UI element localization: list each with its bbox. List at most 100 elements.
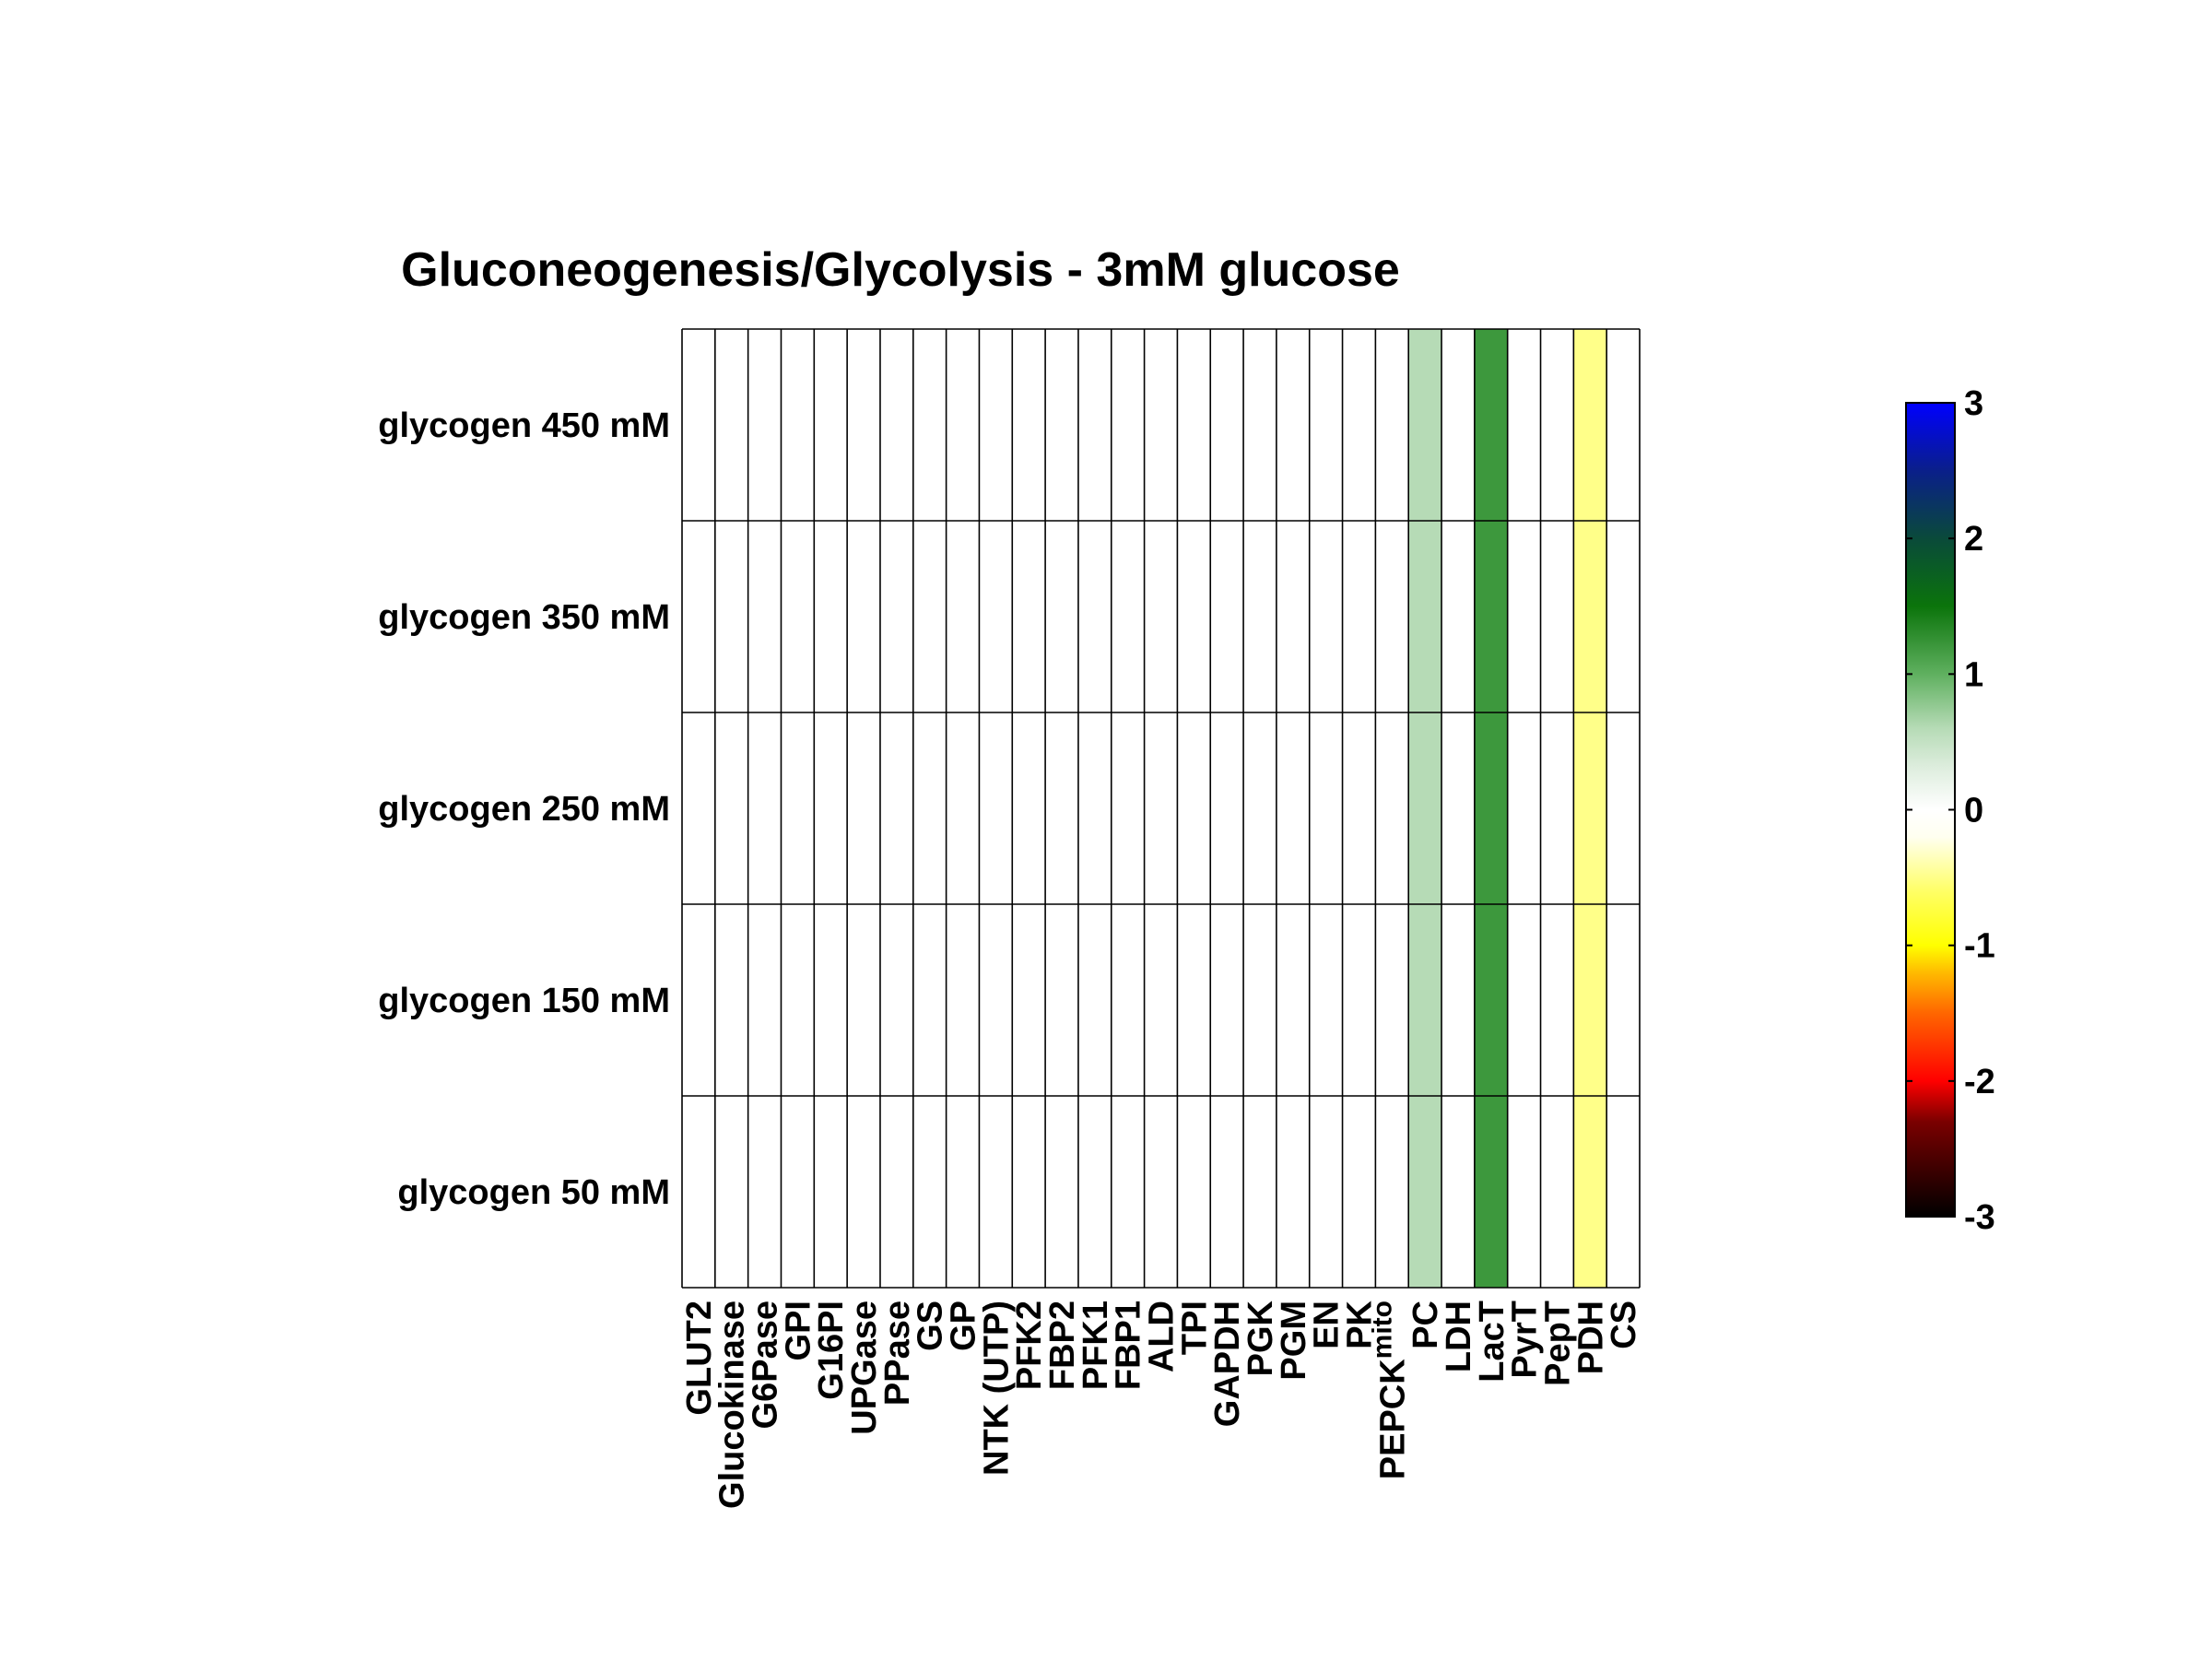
row-labels: glycogen 450 mM glycogen 350 mM glycogen 2…	[378, 406, 670, 1212]
column-labels: GLUT2GlucokinaseG6PaseGPIG16PIUPGasePPas…	[680, 1300, 1643, 1509]
heatmap-cell	[1540, 904, 1574, 1097]
heatmap-cell	[946, 1096, 980, 1289]
heatmap-cell	[747, 329, 782, 522]
column-label: PC	[1406, 1301, 1445, 1349]
heatmap-cell	[1507, 712, 1542, 905]
column-label: G16PI	[812, 1301, 851, 1400]
heatmap-cell	[1111, 521, 1146, 713]
column-label: PK	[1340, 1300, 1379, 1348]
row-label: glycogen 350 mM	[378, 598, 670, 637]
column-label-text: TPI	[1175, 1301, 1214, 1355]
column-label-text: PPase	[878, 1301, 917, 1406]
heatmap-cell	[1111, 904, 1146, 1097]
heatmap-cell	[1408, 904, 1442, 1097]
heatmap-cell	[1309, 521, 1344, 713]
column-label: TPI	[1175, 1301, 1214, 1355]
column-label-text: PEPCKmito	[1367, 1301, 1412, 1479]
heatmap-cell	[1375, 712, 1409, 905]
column-label-text: GAPDH	[1208, 1301, 1247, 1427]
heatmap-cell	[1045, 904, 1079, 1097]
heatmap-cell	[1474, 521, 1509, 713]
column-label: PyrT	[1506, 1301, 1545, 1378]
heatmap-cell	[1077, 712, 1112, 905]
column-label-text: FBP1	[1110, 1301, 1148, 1390]
heatmap-cell	[1573, 1096, 1607, 1289]
column-label: PEPCKmito	[1367, 1301, 1412, 1479]
heatmap-cell	[1309, 904, 1344, 1097]
column-label: PGK	[1241, 1300, 1280, 1376]
column-label-subscript: mito	[1367, 1301, 1397, 1359]
column-label-text: UPGase	[845, 1301, 884, 1435]
heatmap-cell	[1441, 904, 1476, 1097]
heatmap-cell	[1077, 904, 1112, 1097]
heatmap-cell	[912, 1096, 947, 1289]
heatmap-cell	[714, 521, 749, 713]
column-label: CS	[1605, 1301, 1643, 1349]
column-label-text: Glucokinase	[713, 1301, 752, 1509]
column-label: GLUT2	[680, 1301, 719, 1416]
column-label-text: GLUT2	[680, 1301, 719, 1416]
chart-title: Gluconeogenesis/Glycolysis - 3mM glucose	[401, 243, 1400, 297]
heatmap-cell	[1210, 521, 1244, 713]
heatmap-cell	[1276, 329, 1311, 522]
heatmap-cell	[1276, 521, 1311, 713]
column-label: PepT	[1538, 1301, 1577, 1386]
column-label-text: EN	[1308, 1301, 1347, 1349]
column-label-text: PC	[1406, 1301, 1445, 1349]
heatmap-cell	[1012, 904, 1046, 1097]
heatmap-cell	[946, 521, 980, 713]
column-label-text: GPI	[779, 1301, 818, 1360]
column-label-text: ALD	[1143, 1301, 1182, 1372]
heatmap-cell	[879, 1096, 914, 1289]
heatmap-cell	[814, 329, 848, 522]
column-label-text: G6Pase	[747, 1301, 785, 1429]
heatmap-cell	[979, 329, 1013, 522]
heatmap-cell	[1606, 904, 1641, 1097]
column-label-text: LDH	[1440, 1301, 1478, 1372]
column-label: FBP1	[1110, 1301, 1148, 1390]
heatmap-cell	[1540, 712, 1574, 905]
row-label: glycogen 450 mM	[378, 406, 670, 445]
heatmap-cell	[847, 521, 881, 713]
heatmap-cell	[946, 712, 980, 905]
heatmap-cell	[1573, 521, 1607, 713]
heatmap-cell	[1606, 712, 1641, 905]
heatmap-cell	[1144, 521, 1178, 713]
column-label-text: FBP2	[1043, 1301, 1082, 1390]
heatmap-cell	[814, 521, 848, 713]
column-label: ALD	[1143, 1301, 1182, 1372]
heatmap-cell	[1243, 329, 1277, 522]
heatmap-cell	[1045, 1096, 1079, 1289]
colorbar-tick-label: 3	[1964, 384, 1983, 423]
heatmap-cell	[747, 1096, 782, 1289]
colorbar-tick-label: 1	[1964, 655, 1983, 694]
heatmap-cell	[912, 904, 947, 1097]
column-label-text: PepT	[1538, 1301, 1577, 1386]
heatmap-cell	[1573, 712, 1607, 905]
heatmap-cell	[847, 1096, 881, 1289]
column-label: EN	[1308, 1301, 1347, 1349]
column-label: PFK1	[1077, 1301, 1115, 1390]
column-label: LDH	[1440, 1301, 1478, 1372]
heatmap-cell	[814, 1096, 848, 1289]
heatmap-cell	[1210, 1096, 1244, 1289]
heatmap-cell	[1408, 521, 1442, 713]
heatmap-cell	[714, 904, 749, 1097]
row-label: glycogen 150 mM	[378, 982, 670, 1020]
column-label-text: PyrT	[1506, 1301, 1545, 1378]
heatmap-cell	[979, 521, 1013, 713]
heatmap-cell	[1342, 329, 1376, 522]
heatmap-cell	[1144, 712, 1178, 905]
heatmap-cell	[814, 712, 848, 905]
heatmap-cell	[814, 904, 848, 1097]
heatmap-cell	[879, 521, 914, 713]
column-label: PGM	[1275, 1301, 1313, 1381]
colorbar: 3 2 1 0 -1 -2 -3	[1905, 384, 1995, 1237]
heatmap-cell	[1012, 1096, 1046, 1289]
heatmap-cell	[912, 521, 947, 713]
column-label: GAPDH	[1208, 1301, 1247, 1427]
column-label: GPI	[779, 1301, 818, 1360]
heatmap-cell	[1507, 329, 1542, 522]
heatmap-cell	[1375, 521, 1409, 713]
